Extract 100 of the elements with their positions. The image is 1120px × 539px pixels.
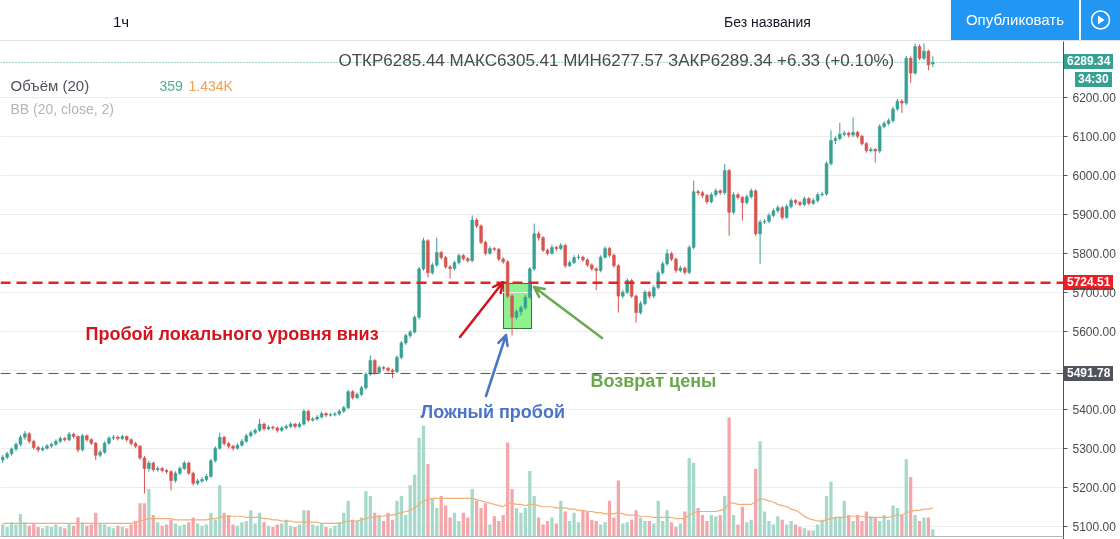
- bar: [519, 512, 523, 537]
- text: Без названия: [724, 13, 811, 32]
- bar: [926, 517, 931, 537]
- bar: [891, 505, 895, 537]
- candlestick: [909, 55, 913, 84]
- bar: [426, 463, 430, 537]
- bar: [537, 517, 541, 537]
- bar: [209, 512, 213, 537]
- bar: [173, 523, 178, 537]
- bar: [621, 523, 625, 537]
- candlestick: [200, 476, 204, 484]
- y-tick-label: 5400.00: [1072, 402, 1117, 417]
- bar: [54, 524, 58, 537]
- bar: [665, 510, 669, 537]
- bar: [603, 522, 607, 537]
- bar: [178, 525, 182, 537]
- bar: [718, 515, 722, 537]
- candlestick: [851, 117, 855, 138]
- bar: [789, 521, 793, 537]
- bar: [581, 510, 585, 537]
- text: 1ч: [113, 12, 130, 32]
- candlestick: [346, 389, 350, 410]
- candlestick: [169, 469, 173, 491]
- annotation: BB (20, close, 2): [10, 100, 114, 117]
- y-tick-label: 5300.00: [1072, 441, 1117, 456]
- bar: [293, 526, 297, 537]
- candlestick: [36, 445, 40, 453]
- bar: [798, 526, 802, 537]
- bar: [240, 522, 244, 537]
- bar: [421, 425, 426, 537]
- bar: [882, 515, 886, 537]
- bar: [674, 526, 678, 537]
- y-tick-label: 5600.00: [1072, 324, 1117, 339]
- bar: [271, 526, 275, 537]
- bar: [200, 525, 204, 537]
- candlestick: [731, 191, 736, 215]
- bar: [696, 507, 700, 537]
- bar: [195, 523, 200, 537]
- candlestick: [271, 425, 275, 431]
- bar: [554, 523, 558, 537]
- candlestick: [922, 42, 926, 61]
- y-tick-label: 6000.00: [1072, 168, 1117, 183]
- chart-title: Объём (20): [10, 77, 90, 94]
- annotation: Ложный пробой: [420, 401, 566, 422]
- bar: [386, 512, 390, 537]
- bar: [758, 441, 762, 537]
- annotation: Пробой локального уровня вниз: [85, 323, 379, 344]
- ref-line-label: 6289.34: [1064, 54, 1114, 70]
- bar: [116, 525, 120, 537]
- bar: [262, 522, 266, 537]
- bar: [85, 525, 89, 537]
- bar: [475, 500, 479, 537]
- bar: [138, 503, 142, 537]
- candlestick: [594, 266, 598, 291]
- y-tick-label: 6200.00: [1072, 90, 1117, 105]
- bar: [488, 524, 492, 537]
- bar: [572, 512, 576, 537]
- annotation: Возврат цены: [590, 370, 717, 391]
- bar: [280, 523, 284, 537]
- text: 359: [159, 77, 183, 94]
- bar: [169, 519, 173, 537]
- bar: [107, 526, 111, 537]
- button: Опубликовать: [951, 0, 1079, 40]
- bar: [714, 516, 718, 537]
- bar: [851, 521, 855, 537]
- bar: [302, 510, 306, 537]
- bar: [466, 517, 470, 537]
- bar: [643, 521, 647, 537]
- bar: [395, 500, 399, 537]
- bar: [727, 417, 731, 537]
- candlestick: [723, 163, 727, 196]
- y-tick-label: 6100.00: [1072, 129, 1117, 144]
- candlestick: [231, 444, 235, 452]
- bar: [364, 491, 368, 537]
- bar: [45, 525, 49, 537]
- bar: [506, 442, 510, 537]
- bar: [731, 515, 736, 537]
- y-tick-label: 5200.00: [1072, 480, 1117, 495]
- bar: [76, 517, 80, 537]
- bar: [355, 521, 359, 537]
- bar: [652, 523, 656, 537]
- bar: [147, 488, 151, 537]
- ref-line-label: 5491.78: [1064, 365, 1114, 381]
- bar: [913, 515, 917, 537]
- bar: [776, 516, 780, 537]
- bar: [829, 481, 833, 537]
- y-tick-label: 5800.00: [1072, 246, 1117, 261]
- y-tick-label: 5100.00: [1072, 519, 1117, 534]
- y-tick-label: 5900.00: [1072, 207, 1117, 222]
- bar: [483, 503, 488, 537]
- bar: [638, 517, 643, 537]
- text: 34:30: [1075, 71, 1112, 87]
- bar: [333, 525, 337, 537]
- candlestick: [926, 49, 931, 71]
- bar: [931, 529, 935, 537]
- candlestick: [333, 411, 337, 417]
- bar: [492, 516, 496, 537]
- candlestick: [563, 243, 567, 269]
- bar: [678, 523, 683, 537]
- bar: [550, 517, 554, 537]
